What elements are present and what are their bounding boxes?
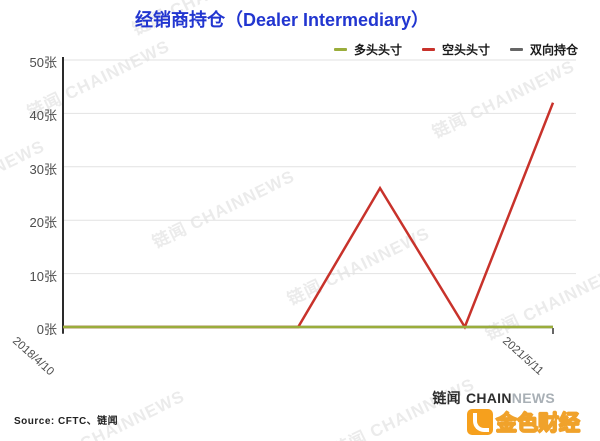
legend-item-long: 多头头寸 — [333, 41, 402, 58]
legend-label-short: 空头头寸 — [441, 43, 490, 57]
legend-dash-long-icon — [333, 48, 347, 51]
legend-label-long: 多头头寸 — [353, 43, 402, 57]
legend-dash-short-icon — [421, 48, 435, 51]
jinse-finance-wordmark: 金色财经 — [495, 411, 580, 435]
y-axis-label: 20张 — [29, 215, 57, 231]
y-axis-label: 40张 — [29, 108, 57, 124]
legend-label-spread: 双向持仓 — [529, 43, 578, 57]
y-axis-label: 50张 — [29, 55, 57, 70]
chainnews-logo-chain: CHAIN — [465, 390, 512, 406]
chainnews-logo-news: NEWS — [511, 390, 555, 406]
chainnews-logo: 链闻 CHAINNEWS — [432, 388, 555, 408]
legend-dash-spread-icon — [509, 48, 523, 51]
chainnews-logo-cn: 链闻 — [432, 390, 461, 406]
legend: 多头头寸 空头头寸 双向持仓 — [333, 41, 578, 58]
source-note: Source: CFTC、链闻 — [14, 416, 119, 427]
jinse-finance-icon — [467, 409, 493, 435]
series-line-1 — [63, 102, 555, 330]
legend-item-spread: 双向持仓 — [509, 41, 578, 58]
y-axis-label: 30张 — [29, 161, 57, 177]
legend-item-short: 空头头寸 — [421, 41, 490, 58]
jinse-finance-logo: 金色财经 — [467, 407, 581, 437]
y-axis-label: 10张 — [29, 268, 57, 284]
chart-title: 经销商持仓（Dealer Intermediary） — [134, 10, 430, 30]
y-axis-label: 0张 — [36, 322, 57, 337]
